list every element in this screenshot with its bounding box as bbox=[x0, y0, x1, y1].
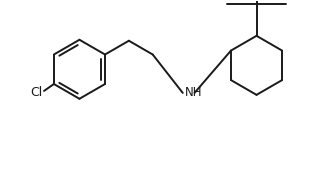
Text: NH: NH bbox=[185, 86, 202, 99]
Text: Cl: Cl bbox=[30, 86, 42, 99]
